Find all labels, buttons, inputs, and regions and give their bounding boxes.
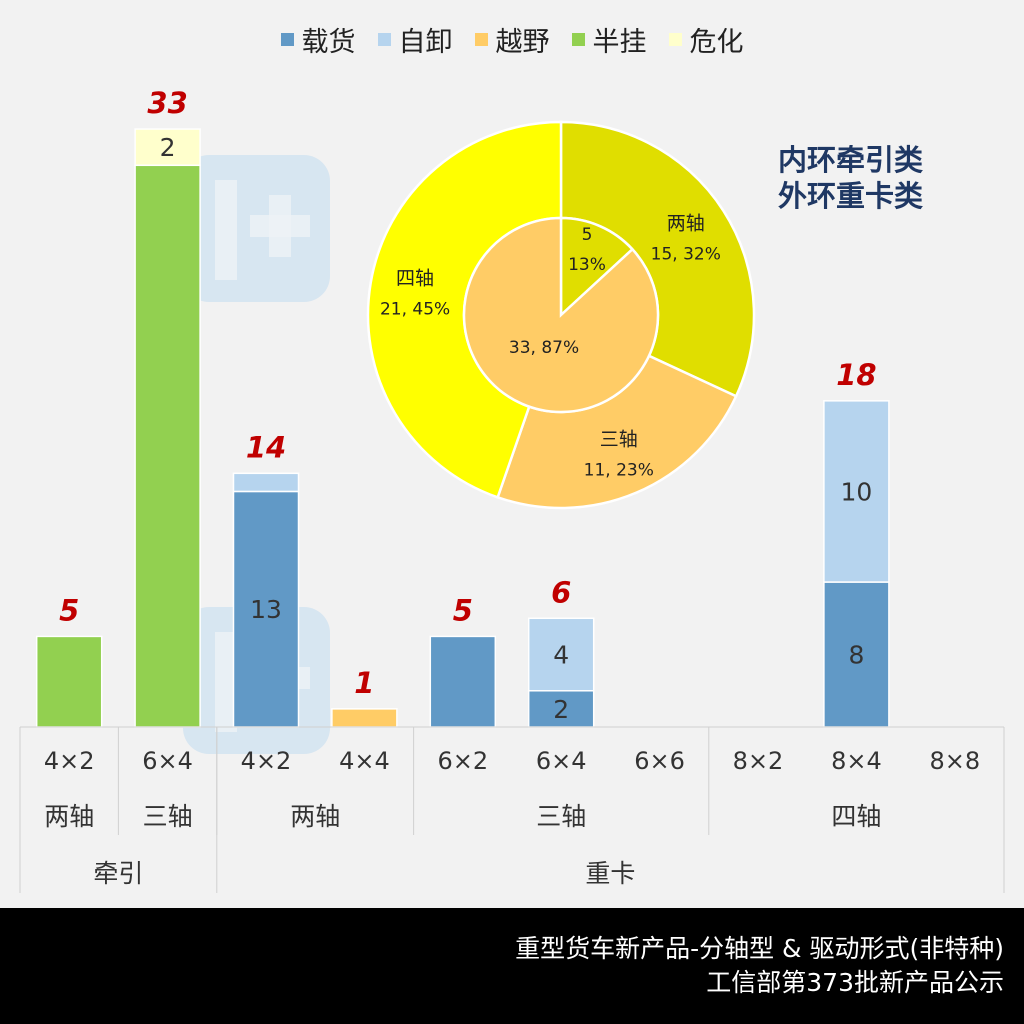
type-group-label: 重卡 [585,859,635,888]
bar-segment-半挂 [134,164,201,728]
slice-value-label: 15, 32% [651,244,721,264]
bar-segment-载货 [527,690,595,728]
slice-value-label: 5 [582,225,593,245]
footer-source: 工信部第373批新产品公示 [706,968,1004,997]
category-tick-label: 8×4 [831,747,882,775]
legend-swatch [474,33,488,46]
legend-label: 半挂 [592,27,647,58]
axle-group-label: 两轴 [44,802,94,831]
watermark-logo-mark [215,180,237,280]
slice-value-label: 33, 87% [509,338,579,358]
total-label: 5 [453,593,473,627]
legend-swatch [668,33,682,46]
axle-group-label: 两轴 [290,802,340,831]
category-tick-label: 4×4 [339,747,390,775]
legend-swatch [377,33,391,46]
watermark-logo-mark [215,632,237,732]
category-tick-label: 6×4 [142,747,193,775]
slice-category-label: 四轴 [396,267,434,289]
axle-group-label: 三轴 [143,802,193,831]
bar-segment-半挂 [35,635,103,728]
bar-segment-越野 [331,708,398,728]
legend-item: 危化 [668,20,744,59]
legend-label: 越野 [495,27,550,58]
total-label: 5 [59,593,79,627]
bar-segment-危化 [134,128,201,167]
segment-value-label: 8 [848,641,864,670]
legend-item: 半挂 [571,20,647,59]
type-group-label: 牵引 [93,859,143,888]
axle-group-label: 四轴 [831,802,881,831]
total-label: 1 [354,666,374,700]
footer-title: 重型货车新产品-分轴型 & 驱动形式(非特种) [515,934,1004,963]
legend-item: 越野 [474,20,550,59]
total-label: 33 [147,86,187,120]
bar-segment-载货 [429,635,497,728]
category-tick-label: 6×6 [634,747,685,775]
total-label: 14 [246,430,286,464]
legend-swatch [280,33,294,46]
total-label: 6 [551,575,571,609]
slice-value-label: 11, 23% [584,460,654,480]
segment-value-label: 13 [250,595,282,624]
footer-band: 重型货车新产品-分轴型 & 驱动形式(非特种) 工信部第373批新产品公示 [0,908,1024,1024]
axle-group-label: 三轴 [536,802,586,831]
inner-slice [559,216,635,318]
segment-value-label: 4 [553,641,569,670]
legend-label: 危化 [689,27,744,58]
legend-item: 自卸 [377,20,453,59]
note-outer-ring: 外环重卡类 [778,179,924,213]
category-tick-label: 6×4 [536,747,587,775]
category-axis: 4×2 6×4 4×2 4×4 6×2 6×4 6×6 8×2 8×4 8×8 两轴 三轴 两轴 三轴 四轴… [19,726,1005,893]
slice-category-label: 两轴 [667,212,705,234]
inner-slice [462,216,660,414]
watermark-logo-mark [269,195,291,257]
legend-label: 载货 [301,27,356,58]
bar-segment-自卸 [527,617,595,692]
legend-item: 载货 [280,20,356,59]
note-inner-ring: 内环牵引类 [778,143,924,177]
donut-note: 内环牵引类 外环重卡类 [778,142,923,214]
donut-chart: 两轴 15, 32% 三轴 11, 23% 四轴 21, 45% 5 13% 33, 87% [366,120,756,510]
slice-pct-label: 13% [568,255,606,275]
legend: 载货 自卸 越野 半挂 危化 [0,20,1024,59]
slice-category-label: 三轴 [600,428,638,450]
category-tick-label: 8×8 [929,747,980,775]
legend-label: 自卸 [398,27,453,58]
category-tick-label: 4×2 [44,747,95,775]
slice-value-label: 21, 45% [380,299,450,319]
segment-value-label: 2 [553,695,569,724]
category-tick-label: 6×2 [437,747,488,775]
legend-swatch [571,33,585,46]
bar-segment-自卸 [823,400,890,583]
total-label: 18 [836,358,876,392]
category-tick-label: 8×2 [733,747,784,775]
bar-segment-自卸 [232,472,300,493]
segment-value-label: 10 [840,477,872,506]
segment-value-label: 2 [160,133,176,162]
category-tick-label: 4×2 [241,747,292,775]
